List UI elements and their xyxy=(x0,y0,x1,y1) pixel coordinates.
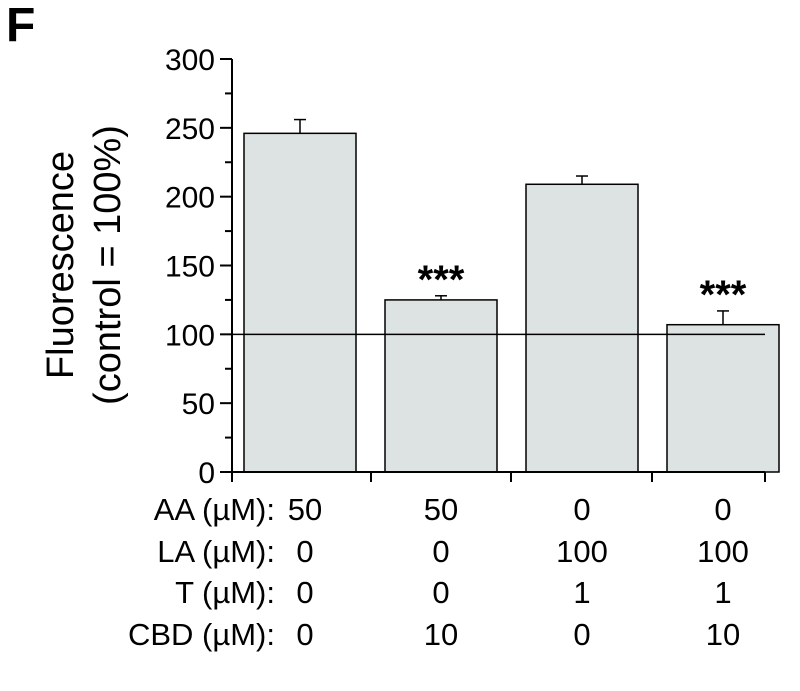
condition-value: 10 xyxy=(705,616,741,652)
condition-value: 50 xyxy=(287,492,323,527)
bar xyxy=(243,132,357,473)
condition-value: 0 xyxy=(573,616,591,652)
condition-value: 50 xyxy=(423,492,459,527)
condition-row: T (µM): 0 0 1 1 xyxy=(0,573,800,613)
panel-label: F xyxy=(6,0,36,52)
condition-value: 0 xyxy=(296,575,314,610)
significance-marker: *** xyxy=(700,273,747,317)
bar xyxy=(384,299,498,473)
condition-row: AA (µM): 50 50 0 0 xyxy=(0,490,800,530)
y-axis-label-line1: Fluorescence xyxy=(40,151,82,379)
bar xyxy=(666,323,780,473)
y-axis-label: Fluorescence (control = 100%) xyxy=(40,125,129,405)
y-tick-label: 300 xyxy=(165,44,215,77)
condition-label: T (µM): xyxy=(175,575,275,610)
significance-marker: *** xyxy=(418,258,465,302)
condition-value: 1 xyxy=(573,575,591,610)
condition-value: 0 xyxy=(296,533,314,569)
y-tick-label: 150 xyxy=(165,251,215,284)
y-tick-label: 250 xyxy=(165,113,215,146)
bar xyxy=(525,183,639,473)
condition-value: 0 xyxy=(432,533,450,569)
condition-label: LA (µM): xyxy=(157,533,275,569)
condition-value: 100 xyxy=(556,533,608,569)
y-tick-label: 0 xyxy=(198,457,215,490)
condition-value: 1 xyxy=(714,575,732,610)
condition-value: 100 xyxy=(697,533,749,569)
y-tick-label: 100 xyxy=(165,319,215,352)
y-tick-label: 50 xyxy=(182,388,215,421)
condition-value: 0 xyxy=(432,575,450,610)
condition-label: AA (µM): xyxy=(153,492,275,527)
condition-value: 0 xyxy=(296,616,314,652)
y-tick-label: 200 xyxy=(165,182,215,215)
condition-value: 10 xyxy=(423,616,459,652)
condition-value: 0 xyxy=(573,492,591,527)
condition-label: CBD (µM): xyxy=(127,616,275,652)
condition-value: 0 xyxy=(714,492,732,527)
bar-chart: Fluorescence (control = 100%) 0 50 100 150 2… xyxy=(40,44,780,490)
y-axis-label-line2: (control = 100%) xyxy=(87,125,129,405)
condition-row: CBD (µM): 0 10 0 10 xyxy=(0,615,800,655)
condition-row: LA (µM): 0 0 100 100 xyxy=(0,532,800,572)
